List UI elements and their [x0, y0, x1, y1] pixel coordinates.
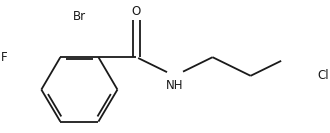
Text: NH: NH: [166, 79, 183, 92]
Text: Cl: Cl: [317, 69, 329, 82]
Text: F: F: [0, 51, 7, 64]
Text: Br: Br: [73, 10, 86, 23]
Text: O: O: [132, 5, 141, 18]
